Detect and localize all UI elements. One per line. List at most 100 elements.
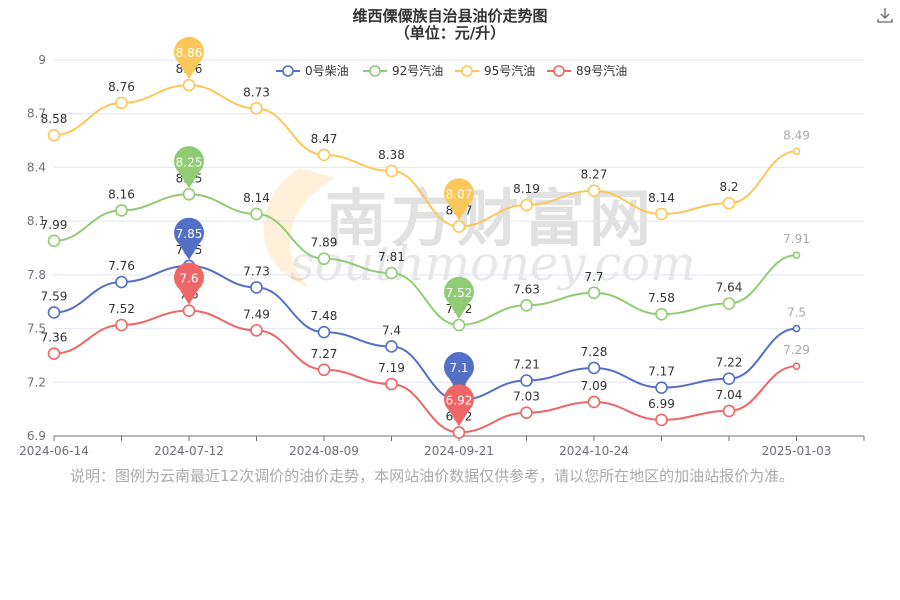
data-label: 7.99	[41, 218, 68, 232]
legend-marker	[461, 65, 473, 77]
data-label: 8.49	[783, 128, 810, 142]
data-point	[520, 406, 533, 420]
data-point	[722, 297, 736, 310]
legend-item: 0号柴油	[305, 64, 349, 78]
data-point	[250, 324, 263, 337]
data-label: 7.21	[513, 357, 540, 371]
data-label: 7.76	[108, 259, 135, 273]
series-line	[53, 264, 797, 402]
data-label: 7.58	[648, 291, 675, 305]
data-point	[792, 324, 801, 333]
data-label: 7.19	[378, 361, 405, 375]
footnote: 说明：图例为云南最近12次调价的油价走势，本网站油价数据仅供参考，请以您所在地区…	[70, 467, 795, 485]
data-point	[520, 298, 533, 312]
data-label: 8.73	[243, 85, 270, 99]
max-marker	[174, 262, 204, 305]
data-point	[250, 207, 263, 221]
data-label: 7.7	[584, 270, 603, 284]
data-label: 7.03	[513, 390, 540, 404]
data-point	[385, 377, 398, 391]
min-marker	[444, 178, 475, 221]
data-point	[385, 266, 398, 280]
data-point	[182, 78, 196, 92]
max-marker-label: 8.86	[176, 46, 203, 60]
data-point	[47, 306, 61, 319]
data-label: 8.38	[378, 148, 405, 162]
data-point	[47, 128, 61, 142]
data-label: 7.73	[243, 264, 270, 278]
x-tick-label: 2024-10-24	[559, 444, 629, 458]
data-point	[452, 426, 466, 439]
y-tick-label: 8.1	[27, 214, 46, 228]
data-point	[115, 318, 128, 332]
data-point	[655, 381, 668, 394]
data-point	[722, 196, 736, 210]
data-point	[655, 207, 668, 221]
max-marker-label: 8.25	[176, 155, 203, 169]
data-point	[47, 234, 61, 248]
download-button[interactable]	[876, 6, 894, 24]
data-label: 7.89	[311, 236, 338, 250]
min-marker-label: 8.07	[446, 188, 473, 202]
data-point	[317, 363, 331, 377]
data-point	[250, 102, 263, 115]
data-label: 8.27	[581, 168, 608, 182]
data-label: 8.14	[243, 191, 270, 205]
data-label: 8.58	[41, 112, 68, 126]
data-point	[115, 275, 128, 289]
legend-marker	[369, 65, 381, 77]
min-marker-label: 7.52	[446, 286, 473, 300]
max-marker	[174, 146, 204, 189]
data-point	[317, 325, 331, 339]
legend-item: 92号汽油	[392, 63, 443, 78]
data-label: 6.99	[648, 397, 675, 411]
data-label: 7.4	[382, 323, 401, 337]
data-point	[47, 347, 61, 360]
data-point	[587, 286, 601, 300]
legend-item: 89号汽油	[576, 63, 627, 78]
data-point	[317, 148, 331, 162]
data-point	[182, 304, 196, 317]
x-tick-label: 2024-09-21	[424, 444, 494, 458]
y-tick-label: 9	[38, 53, 46, 67]
x-tick-label: 2024-08-09	[289, 444, 359, 458]
data-point	[182, 187, 196, 201]
data-label: 7.5	[787, 306, 806, 320]
data-label: 7.49	[243, 307, 270, 321]
data-label: 7.36	[41, 331, 68, 345]
data-point	[655, 413, 668, 427]
data-point	[792, 251, 801, 259]
x-tick-label: 2025-01-03	[762, 444, 832, 458]
data-label: 7.91	[783, 232, 810, 246]
legend-marker	[553, 65, 565, 77]
data-label: 7.64	[716, 281, 743, 295]
data-label: 7.09	[581, 379, 608, 393]
x-tick-label: 2024-06-14	[19, 444, 89, 458]
data-label: 7.04	[716, 388, 743, 402]
min-marker	[444, 352, 475, 395]
data-label: 7.29	[783, 343, 810, 357]
legend-item: 95号汽油	[484, 63, 535, 78]
data-label: 8.19	[513, 182, 540, 196]
min-marker	[444, 276, 475, 319]
data-point	[722, 372, 736, 386]
data-point	[452, 318, 466, 332]
max-marker-label: 7.6	[179, 272, 198, 286]
line-chart: 6.9 7.2 7.5 7.8 8.1 8.4 8.7 9 2024-06-14 2024-07-…	[19, 36, 865, 458]
max-marker-label: 7.85	[176, 227, 203, 241]
series-line	[53, 84, 797, 228]
series-line	[53, 193, 797, 326]
chart-title: 维西傈僳族自治县油价走势图	[352, 7, 548, 25]
max-marker	[174, 217, 204, 260]
data-label: 7.22	[716, 356, 743, 370]
data-point	[587, 361, 601, 375]
data-label: 8.14	[648, 191, 675, 205]
data-label: 8.16	[108, 187, 135, 201]
y-tick-label: 6.9	[27, 429, 46, 443]
data-label: 7.27	[311, 347, 338, 361]
min-marker	[444, 384, 475, 427]
data-point	[587, 184, 601, 198]
data-point	[722, 404, 736, 418]
data-point	[115, 204, 128, 217]
y-tick-label: 7.8	[27, 268, 46, 282]
